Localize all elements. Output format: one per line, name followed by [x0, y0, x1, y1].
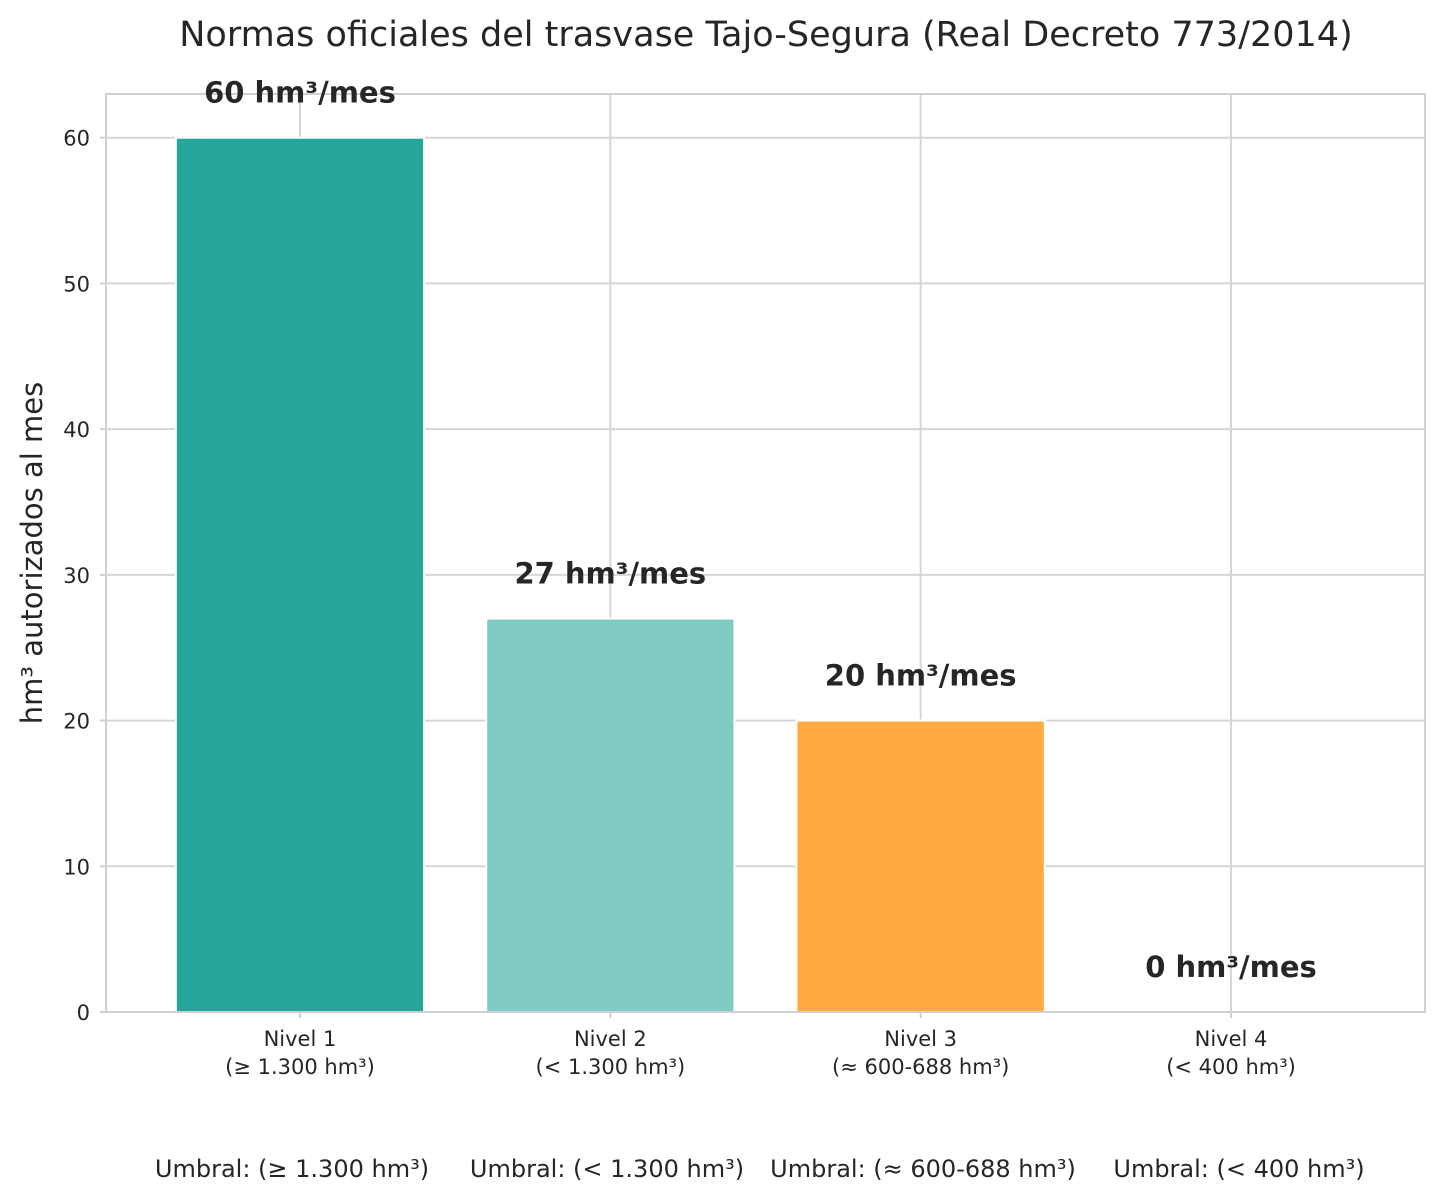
bar-2: [485, 617, 736, 1013]
x-tick-sublabel: (≥ 1.300 hm³): [225, 1055, 375, 1079]
x-tick-sublabel: (< 400 hm³): [1166, 1055, 1296, 1079]
data-label-3: 20 hm³/mes: [825, 659, 1017, 693]
bar-3: [795, 719, 1046, 1013]
data-label-4: 0 hm³/mes: [1145, 950, 1317, 984]
y-tick-label: 50: [63, 272, 90, 296]
threshold-footnotes: Umbral: (≥ 1.300 hm³) Umbral: (< 1.300 hm…: [155, 1155, 1365, 1183]
y-axis-label: hm³ autorizados al mes: [15, 382, 49, 724]
y-tick-label: 0: [77, 1001, 90, 1025]
plot-frame: [105, 93, 1426, 1013]
data-label-2: 27 hm³/mes: [514, 557, 706, 591]
x-tick-label: Nivel 1: [264, 1027, 337, 1051]
threshold-footnote-3: Umbral: (≈ 600-688 hm³): [770, 1155, 1076, 1183]
x-tick-label: Nivel 2: [574, 1027, 647, 1051]
threshold-footnote-2: Umbral: (< 1.300 hm³): [470, 1155, 744, 1183]
threshold-footnote-4: Umbral: (< 400 hm³): [1113, 1155, 1364, 1183]
y-tick-label: 20: [63, 710, 90, 734]
y-tick-label: 30: [63, 564, 90, 588]
y-tick-label: 60: [63, 127, 90, 151]
x-tick-sublabel: (< 1.300 hm³): [536, 1055, 686, 1079]
x-tick-sublabel: (≈ 600-688 hm³): [832, 1055, 1009, 1079]
x-tick-labels: Nivel 1 (≥ 1.300 hm³) Nivel 2 (< 1.300 hm³)…: [225, 1027, 1296, 1079]
bar-1: [174, 136, 426, 1013]
y-tick-label: 10: [63, 855, 90, 879]
y-tick-label: 40: [63, 418, 90, 442]
threshold-footnote-1: Umbral: (≥ 1.300 hm³): [155, 1155, 429, 1183]
data-label-1: 60 hm³/mes: [204, 76, 396, 110]
x-tick-label: Nivel 4: [1195, 1027, 1268, 1051]
chart-title: Normas oficiales del trasvase Tajo-Segur…: [179, 15, 1352, 55]
data-labels: 60 hm³/mes 27 hm³/mes 20 hm³/mes 0 hm³/mes: [204, 76, 1317, 984]
y-tick-labels: 0 10 20 30 40 50 60: [63, 127, 90, 1025]
bar-layer: [174, 136, 1046, 1013]
x-tick-label: Nivel 3: [884, 1027, 957, 1051]
